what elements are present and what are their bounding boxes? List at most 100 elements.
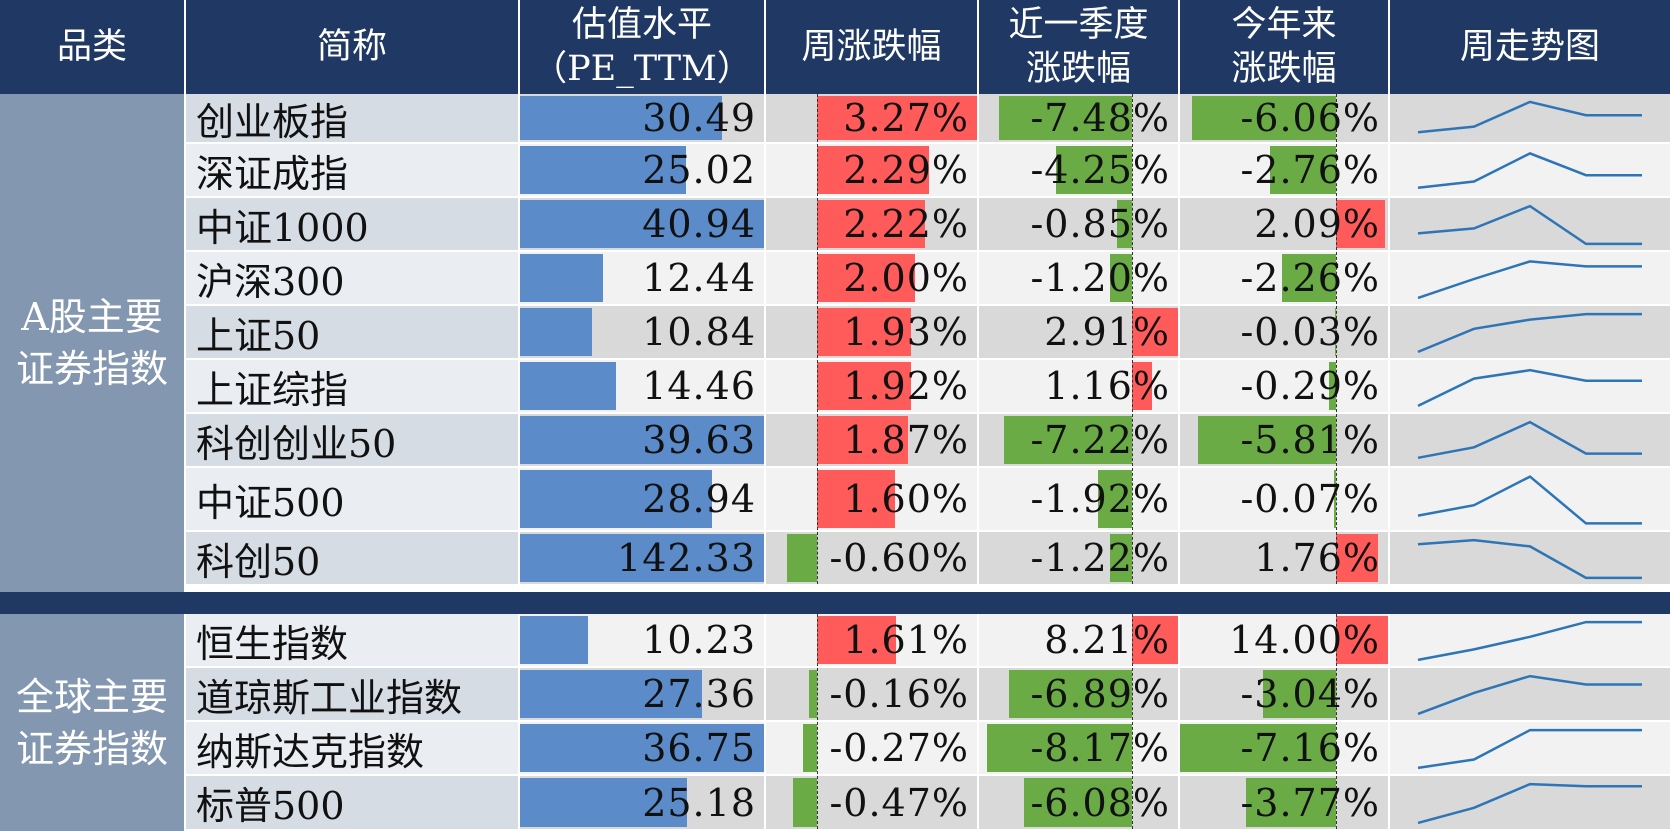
trend-sparkline	[1417, 312, 1642, 354]
index-name-cell: 深证成指	[186, 144, 520, 198]
ytd-change-bar	[1328, 362, 1336, 410]
index-name-cell: 上证综指	[186, 360, 520, 414]
trend-cell	[1390, 414, 1670, 468]
week-change-zero-axis	[816, 360, 818, 412]
ytd-change-zero-axis	[1335, 776, 1337, 829]
ytd-change-cell: -0.29%	[1180, 360, 1390, 414]
quarter-change-value: -0.85%	[1030, 202, 1170, 246]
quarter-change-zero-axis	[1131, 306, 1133, 358]
trend-line	[1417, 312, 1642, 354]
quarter-change-cell: -1.20%	[979, 252, 1180, 306]
index-name: 中证500	[196, 480, 345, 525]
ytd-change-bar	[1335, 534, 1378, 582]
trend-sparkline	[1417, 152, 1642, 190]
pe-value: 28.94	[642, 477, 756, 521]
trend-sparkline	[1417, 782, 1642, 825]
week-change-bar	[787, 534, 817, 582]
ytd-change-bar	[1335, 200, 1386, 248]
week-change-cell: -0.60%	[766, 532, 979, 586]
header-week: 周涨跌幅	[766, 0, 979, 94]
ytd-change-cell: -5.81%	[1180, 414, 1390, 468]
quarter-change-zero-axis	[1131, 414, 1133, 466]
quarter-change-cell: 2.91%	[979, 306, 1180, 360]
header-pe-line1: 估值水平	[571, 5, 712, 45]
week-change-bar	[816, 308, 912, 356]
pe-bar	[520, 96, 723, 140]
quarter-change-bar	[1110, 254, 1132, 302]
week-change-bar	[816, 254, 915, 302]
pe-cell: 25.02	[520, 144, 766, 198]
quarter-change-value: -6.08%	[1030, 780, 1170, 825]
ytd-change-cell: 14.00%	[1180, 614, 1390, 668]
ytd-change-value: -2.26%	[1240, 256, 1380, 300]
header-ytd-line1: 今年来	[1231, 5, 1337, 45]
trend-sparkline	[1417, 420, 1642, 460]
group-a-share-line1: A股主要	[21, 295, 163, 339]
trend-line	[1417, 728, 1642, 770]
trend-line	[1417, 620, 1642, 662]
week-change-value: 2.29%	[843, 148, 969, 192]
index-name-cell: 纳斯达克指数	[186, 722, 520, 776]
week-change-zero-axis	[816, 468, 818, 530]
pe-bar	[520, 616, 588, 664]
trend-sparkline	[1417, 204, 1642, 246]
week-change-value: 2.00%	[843, 256, 969, 300]
quarter-change-cell: -6.89%	[979, 668, 1180, 722]
pe-value: 10.84	[642, 310, 756, 354]
trend-line	[1417, 538, 1642, 580]
week-change-zero-axis	[816, 306, 818, 358]
pe-cell: 25.18	[520, 776, 766, 831]
pe-bar	[520, 362, 616, 410]
trend-line	[1417, 260, 1642, 300]
week-change-zero-axis	[816, 722, 818, 774]
index-name: 深证成指	[196, 151, 349, 196]
quarter-change-zero-axis	[1131, 144, 1133, 196]
ytd-change-cell: -3.77%	[1180, 776, 1390, 831]
ytd-change-cell: -7.16%	[1180, 722, 1390, 776]
trend-cell	[1390, 198, 1670, 252]
week-change-cell: 2.22%	[766, 198, 979, 252]
trend-line	[1417, 368, 1642, 408]
pe-cell: 30.49	[520, 94, 766, 144]
week-change-bar	[816, 96, 977, 140]
week-change-bar	[808, 670, 817, 718]
quarter-change-value: -7.22%	[1030, 418, 1170, 462]
week-change-zero-axis	[816, 144, 818, 196]
ytd-change-cell: -0.07%	[1180, 468, 1390, 532]
quarter-change-value: 8.21%	[1044, 618, 1170, 662]
quarter-change-bar	[1116, 200, 1132, 248]
header-ytd-line2: 涨跌幅	[1231, 49, 1337, 89]
trend-sparkline	[1417, 674, 1642, 716]
quarter-change-cell: -6.08%	[979, 776, 1180, 831]
pe-value: 36.75	[642, 726, 756, 770]
trend-line	[1417, 420, 1642, 460]
quarter-change-bar	[1056, 146, 1132, 194]
week-change-bar	[816, 416, 909, 464]
group-global-line2: 证券指数	[15, 726, 168, 771]
ytd-change-value: -5.81%	[1240, 418, 1380, 462]
week-change-zero-axis	[816, 668, 818, 720]
quarter-change-bar	[1131, 362, 1153, 410]
pe-bar	[520, 670, 702, 718]
quarter-change-bar	[1009, 670, 1132, 718]
week-change-value: -0.27%	[829, 726, 969, 770]
week-change-zero-axis	[816, 776, 818, 829]
quarter-change-cell: 8.21%	[979, 614, 1180, 668]
week-change-bar	[816, 362, 911, 410]
quarter-change-zero-axis	[1131, 468, 1133, 530]
trend-sparkline	[1417, 368, 1642, 408]
pe-bar	[520, 470, 713, 528]
ytd-change-bar	[1246, 778, 1336, 827]
index-name: 道琼斯工业指数	[196, 675, 463, 720]
quarter-change-cell: -7.22%	[979, 414, 1180, 468]
week-change-value: 1.93%	[843, 310, 969, 354]
index-name: 标普500	[196, 784, 345, 828]
index-name: 纳斯达克指数	[196, 729, 425, 774]
pe-cell: 28.94	[520, 468, 766, 532]
trend-line	[1417, 100, 1642, 134]
quarter-change-zero-axis	[1131, 668, 1133, 720]
index-name-cell: 科创50	[186, 532, 520, 586]
quarter-change-value: -6.89%	[1030, 672, 1170, 716]
week-change-zero-axis	[816, 532, 818, 584]
